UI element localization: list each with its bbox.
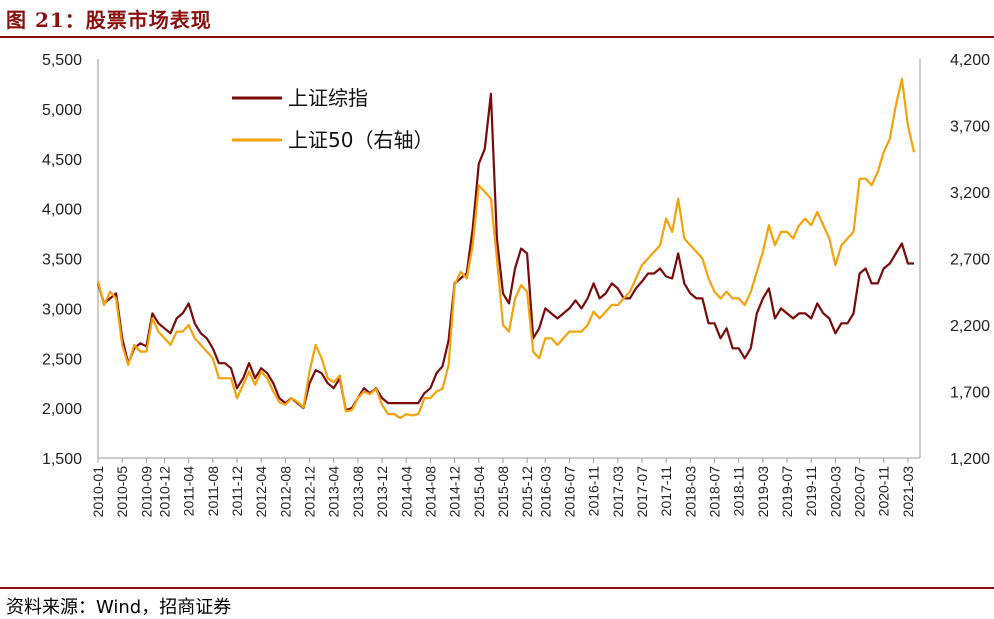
x-tick-label: 2019-03 [755,466,771,518]
top-divider [0,36,994,38]
x-tick-label: 2018-11 [731,466,747,517]
legend-label-1: 上证综指 [288,86,368,110]
x-tick-label: 2010-05 [114,466,130,518]
left-tick-label: 2,500 [42,351,82,368]
x-tick-label: 2020-07 [852,466,868,518]
x-tick-label: 2015-12 [519,466,535,518]
x-tick-label: 2016-07 [561,466,577,518]
x-tick-label: 2010-09 [138,466,154,518]
right-tick-label: 2,700 [950,252,990,269]
x-tick-label: 2013-08 [350,466,366,518]
x-tick-label: 2010-12 [156,466,172,518]
x-tick-label: 2016-11 [586,466,602,517]
left-tick-label: 1,500 [42,451,82,468]
left-tick-label: 4,000 [42,202,82,219]
left-tick-label: 3,000 [42,301,82,318]
x-tick-label: 2016-03 [537,466,553,518]
x-tick-label: 2017-11 [658,466,674,517]
x-tick-label: 2020-11 [876,466,892,517]
x-tick-label: 2012-04 [253,466,269,518]
left-tick-label: 2,000 [42,401,82,418]
x-tick-label: 2018-07 [707,466,723,518]
line-chart: 1,500 2,000 2,500 3,000 3,500 4,000 4,500 5,000… [42,52,990,517]
x-tick-label: 2015-04 [471,466,487,518]
x-tick-label: 2017-03 [610,466,626,518]
x-tick-label: 2010-01 [90,466,106,518]
x-tick-label: 2020-03 [827,466,843,518]
series-lines [96,77,916,420]
left-tick-label: 3,500 [42,252,82,269]
right-tick-label: 2,200 [950,318,990,335]
x-tick-label: 2013-04 [326,466,342,518]
series-line-2 [96,77,916,420]
bottom-divider [0,587,994,589]
x-tick-label: 2014-04 [398,466,414,518]
left-axis-ticks: 1,500 2,000 2,500 3,000 3,500 4,000 4,500 5,000… [42,52,82,468]
x-tick-label: 2018-03 [682,466,698,518]
legend-label-2: 上证50（右轴） [288,128,433,152]
right-tick-label: 3,200 [950,185,990,202]
x-tick-label: 2015-08 [495,466,511,518]
right-tick-label: 1,200 [950,451,990,468]
x-tick-label: 2014-12 [447,466,463,518]
x-tick-label: 2019-11 [803,466,819,517]
x-axis-ticks: 2010-01 2010-05 2010-09 2010-12 2011-04 2011-… [90,458,916,517]
x-tick-label: 2014-08 [422,466,438,518]
series-line-1 [96,92,914,412]
x-tick-label: 2011-08 [205,466,221,517]
x-tick-label: 2011-04 [181,466,197,517]
x-tick-label: 2011-12 [229,466,245,517]
x-tick-label: 2017-07 [634,466,650,518]
x-tick-label: 2019-07 [779,466,795,518]
figure-title: 图 21：股票市场表现 [6,8,212,32]
axes [97,59,921,459]
right-tick-label: 3,700 [950,119,990,136]
x-tick-label: 2013-12 [374,466,390,518]
right-axis-ticks: 1,200 1,700 2,200 2,700 3,200 3,700 4,200 [950,52,990,468]
x-tick-label: 2021-03 [900,466,916,518]
left-tick-label: 5,500 [42,52,82,69]
left-tick-label: 5,000 [42,102,82,119]
x-tick-label: 2012-12 [302,466,318,518]
left-tick-label: 4,500 [42,152,82,169]
x-tick-label: 2012-08 [277,466,293,518]
source-note: 资料来源：Wind，招商证券 [6,597,232,618]
right-tick-label: 4,200 [950,52,990,69]
right-tick-label: 1,700 [950,385,990,402]
